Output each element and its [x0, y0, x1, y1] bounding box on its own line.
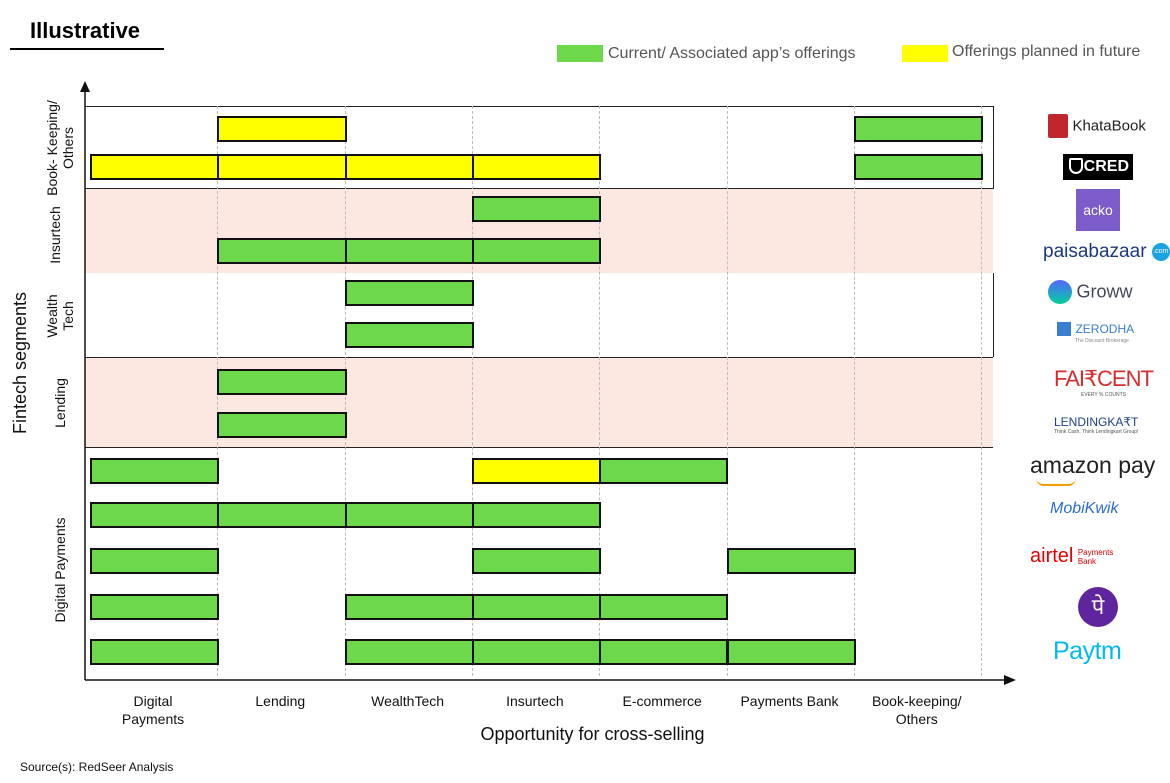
x-tick-label: Digital Payments: [121, 693, 185, 727]
paytm-logo: Paytm: [1053, 637, 1122, 665]
y-axis-title: Fintech segments: [10, 291, 30, 435]
phonepe-logo: पे: [1078, 587, 1118, 627]
khatabook-icon: [1048, 114, 1068, 138]
x-tick-label: Book-keeping/ Others: [872, 693, 962, 727]
source-note: Source(s): RedSeer Analysis: [20, 760, 174, 774]
bar-amazon-pay-4: [599, 458, 729, 484]
segment-label-bookkeeping: Book- Keeping/ Others: [44, 100, 76, 196]
bar-paytm-5: [726, 639, 856, 665]
zerodha-icon: [1057, 321, 1071, 336]
bar-zerodha-2: [344, 322, 474, 348]
bar-mobikwik-0: [90, 502, 220, 528]
faircent-logo: FAI₹CENT EVERY % COUNTS: [1054, 366, 1154, 398]
bar-mobikwik-3: [471, 502, 602, 528]
bar-cred-6: [853, 154, 984, 180]
groww-logo: Groww: [1048, 280, 1132, 304]
groww-icon: [1048, 280, 1072, 304]
cred-shield-icon: [1069, 158, 1083, 174]
bar-phonepe-4: [599, 594, 729, 620]
cred-logo: CRED: [1063, 154, 1133, 180]
bar-phonepe-2: [344, 594, 474, 620]
bar-airtel-payments-bank-3: [471, 548, 602, 574]
band-wealthtech: [85, 273, 994, 357]
bar-cred-1: [217, 154, 347, 180]
amazonpay-logo: amazon pay: [1030, 452, 1155, 486]
x-tick-label: Payments Bank: [740, 693, 839, 709]
bar-amazon-pay-0: [90, 458, 220, 484]
mobikwik-logo: MobiKwik: [1050, 500, 1119, 517]
illustrative-badge: Illustrative: [10, 14, 164, 50]
segment-label-digital-payments: Digital Payments: [52, 517, 68, 623]
bar-lendingkart-1: [217, 412, 347, 438]
column-guide: [471, 106, 473, 676]
paisabazaar-logo: paisabazaar .com: [1043, 241, 1170, 262]
bar-paisabazaar-1: [217, 238, 347, 264]
amazon-smile-icon: [1036, 478, 1076, 486]
acko-logo: acko: [1076, 189, 1120, 231]
bar-paytm-2: [344, 639, 474, 665]
bar-phonepe-3: [471, 594, 602, 620]
bar-acko-3: [471, 196, 602, 222]
paisabazaar-com-badge: .com: [1151, 242, 1170, 261]
lendingkart-logo: LENDINGKA₹T Think Cash, Think Lendingkar…: [1054, 415, 1139, 435]
khatabook-logo: KhataBook: [1048, 114, 1146, 138]
bar-khatabook-6: [853, 116, 984, 142]
segment-label-insurtech: Insurtech: [47, 206, 63, 264]
bar-paisabazaar-3: [471, 238, 602, 264]
bar-amazon-pay-3: [471, 458, 602, 484]
bar-mobikwik-1: [217, 502, 347, 528]
bar-paytm-4: [599, 639, 729, 665]
legend-label-current: Current/ Associated app’s offerings: [608, 45, 856, 62]
x-axis-title: Opportunity for cross-selling: [480, 724, 705, 744]
bar-mobikwik-2: [344, 502, 474, 528]
x-tick-label: Lending: [255, 693, 306, 709]
badge-text: Illustrative: [30, 18, 141, 43]
x-tick-label: E-commerce: [622, 693, 702, 709]
column-guide: [599, 106, 601, 676]
column-guide: [981, 106, 983, 676]
zerodha-logo: ZERODHA The Discount Brokerage: [1057, 320, 1134, 344]
x-tick-label: Insurtech: [506, 693, 564, 709]
bar-groww-2: [344, 280, 474, 306]
bar-cred-0: [90, 154, 220, 180]
column-guide: [853, 106, 855, 676]
airtel-logo: airtel Payments Bank: [1030, 545, 1114, 567]
bar-paytm-0: [90, 639, 220, 665]
column-guide: [726, 106, 728, 676]
bar-khatabook-1: [217, 116, 347, 142]
legend-swatch-planned: [902, 45, 948, 62]
segment-label-lending: Lending: [52, 378, 68, 428]
bar-airtel-payments-bank-5: [726, 548, 856, 574]
bar-paytm-3: [471, 639, 602, 665]
bar-paisabazaar-2: [344, 238, 474, 264]
legend-label-planned: Offerings planned in future: [952, 43, 1141, 60]
bar-cred-3: [471, 154, 602, 180]
bar-phonepe-0: [90, 594, 220, 620]
bar-cred-2: [344, 154, 474, 180]
segment-label-wealthtech: Wealth Tech: [44, 294, 76, 338]
legend-swatch-current: [557, 45, 603, 62]
x-tick-label: WealthTech: [371, 693, 445, 709]
bar-airtel-payments-bank-0: [90, 548, 220, 574]
bar-faircent-1: [217, 369, 347, 395]
